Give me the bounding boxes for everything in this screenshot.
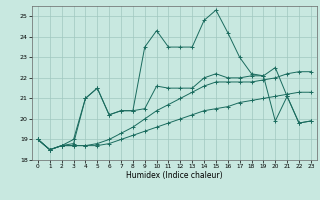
X-axis label: Humidex (Indice chaleur): Humidex (Indice chaleur) xyxy=(126,171,223,180)
